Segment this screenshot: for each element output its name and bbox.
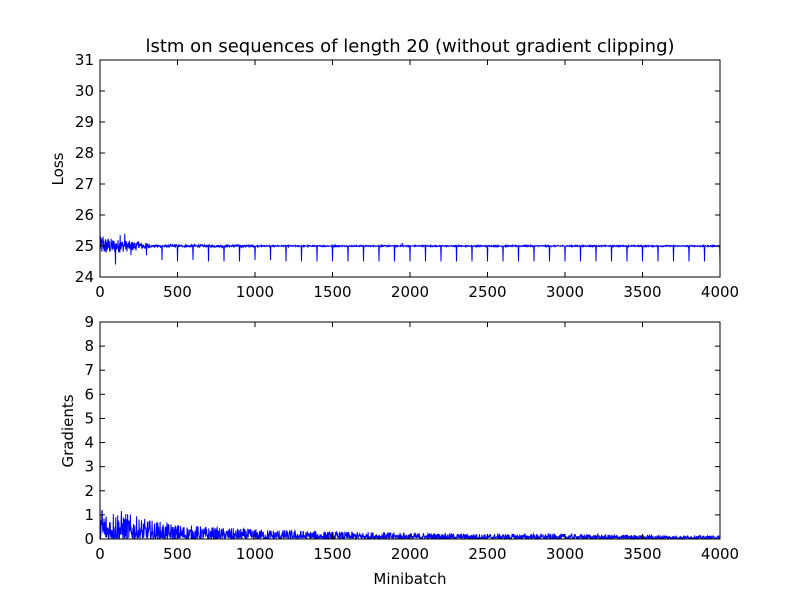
loss-y-axis-label: Loss	[49, 152, 67, 185]
loss-x-tick-label: 1500	[313, 283, 351, 301]
gradients-x-tick-label: 2000	[391, 545, 429, 563]
loss-x-tick-label: 3000	[546, 283, 584, 301]
gradients-y-tick-label: 0	[84, 530, 94, 548]
loss-line	[99, 230, 721, 265]
gradients-x-tick-label: 2500	[468, 545, 506, 563]
gradients-x-tick-label: 1000	[236, 545, 274, 563]
gradients-x-tick-label: 500	[163, 545, 192, 563]
gradients-y-tick-label: 1	[84, 506, 94, 524]
loss-x-tick-label: 4000	[701, 283, 739, 301]
loss-y-tick-label: 29	[75, 113, 94, 131]
loss-series	[99, 230, 721, 265]
gradients-y-tick-label: 6	[84, 385, 94, 403]
gradients-x-tick-label: 4000	[701, 545, 739, 563]
gradients-y-tick-label: 5	[84, 409, 94, 427]
loss-x-tick-label: 1000	[236, 283, 274, 301]
loss-x-axis: 0 500 1000 1500 2000 2500 3000 3500 4000	[95, 60, 739, 301]
loss-y-tick-label: 31	[75, 51, 94, 69]
chart-title: lstm on sequences of length 20 (without …	[145, 36, 674, 57]
loss-x-tick-label: 2000	[391, 283, 429, 301]
gradients-y-tick-label: 4	[84, 434, 94, 452]
gradients-y-tick-label: 2	[84, 482, 94, 500]
loss-y-tick-label: 24	[75, 268, 94, 286]
loss-y-tick-label: 27	[75, 175, 94, 193]
loss-x-tick-label: 0	[95, 283, 105, 301]
gradients-y-axis-label: Gradients	[59, 394, 77, 467]
gradients-x-tick-label: 0	[95, 545, 105, 563]
gradients-y-axis: 0 1 2 3 4 5 6 7 8 9	[84, 313, 720, 548]
gradients-subplot: 0 500 1000 1500 2000 2500 3000 3500 4000 0 1 2 3 4 5 6…	[59, 313, 739, 588]
gradients-x-axis-label: Minibatch	[373, 570, 446, 588]
gradients-y-tick-label: 7	[84, 361, 94, 379]
gradients-x-tick-label: 1500	[313, 545, 351, 563]
gradients-y-tick-label: 9	[84, 313, 94, 331]
loss-x-tick-label: 2500	[468, 283, 506, 301]
loss-y-tick-label: 30	[75, 82, 94, 100]
gradients-y-tick-label: 3	[84, 458, 94, 476]
loss-y-tick-label: 28	[75, 144, 94, 162]
gradients-x-tick-label: 3500	[623, 545, 661, 563]
loss-x-tick-label: 500	[163, 283, 192, 301]
loss-x-tick-label: 3500	[623, 283, 661, 301]
gradients-x-tick-label: 3000	[546, 545, 584, 563]
loss-y-tick-label: 26	[75, 206, 94, 224]
loss-y-axis: 24 25 26 27 28 29 30 31	[75, 51, 720, 286]
loss-y-tick-label: 25	[75, 237, 94, 255]
gradients-x-axis: 0 500 1000 1500 2000 2500 3000 3500 4000	[95, 322, 739, 563]
loss-subplot: 0 500 1000 1500 2000 2500 3000 3500 4000 2425262…	[49, 51, 739, 301]
gradients-y-tick-label: 8	[84, 337, 94, 355]
